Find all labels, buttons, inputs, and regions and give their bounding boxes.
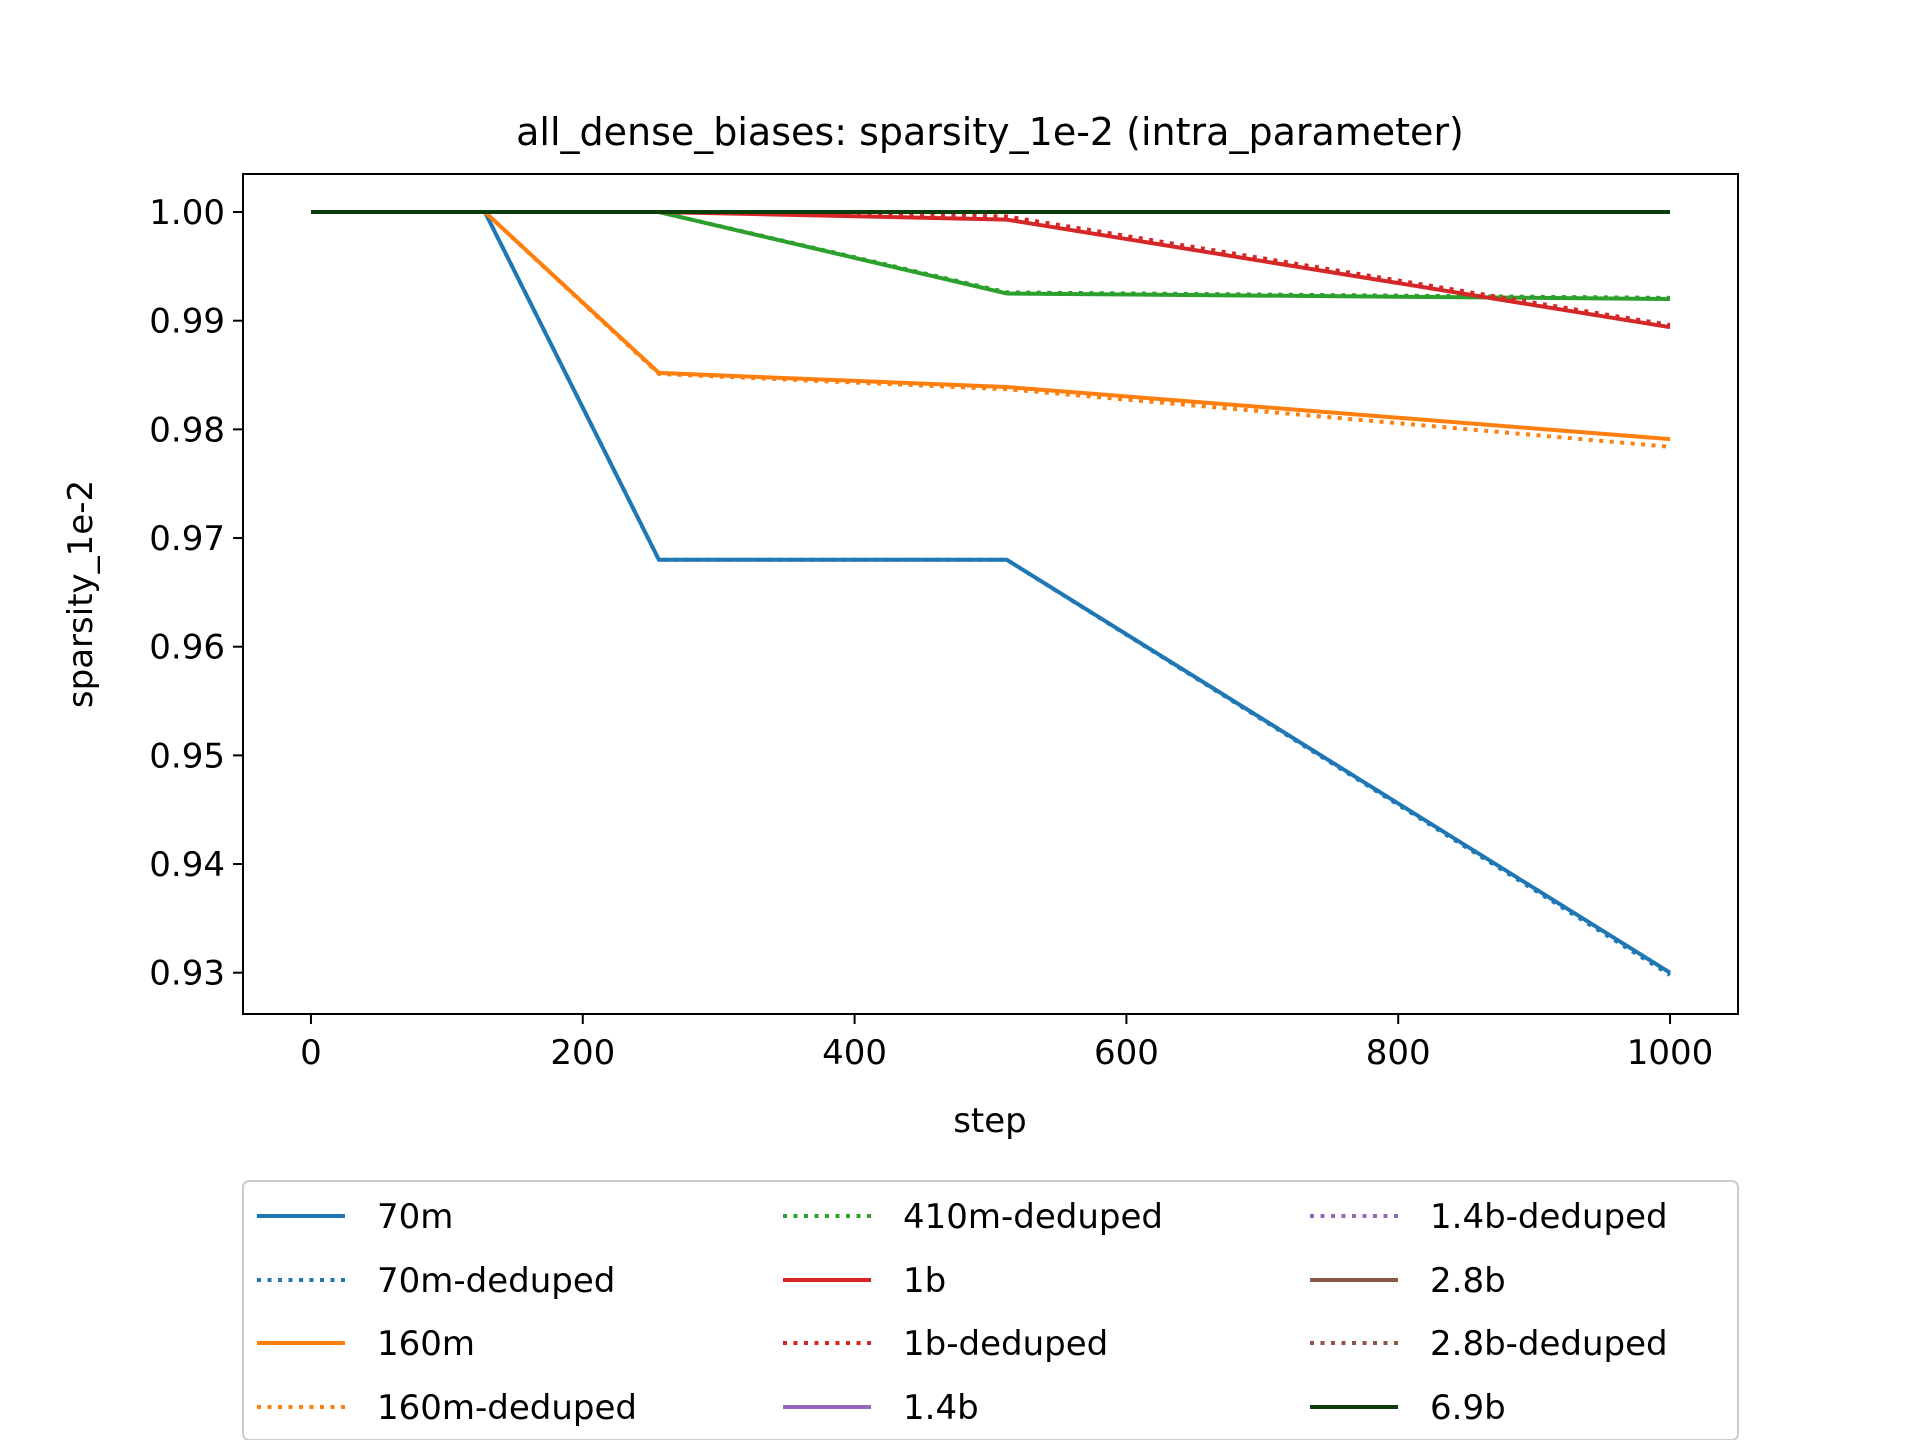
- series-line-160m: [311, 210, 1671, 442]
- y-tick-label: 0.97: [149, 519, 225, 559]
- legend-label-1p4b-deduped: 1.4b-deduped: [1430, 1197, 1668, 1237]
- legend-frame: [242, 1180, 1739, 1440]
- legend-label-6p9b: 6.9b: [1430, 1388, 1506, 1428]
- series-line-410m-deduped: [311, 210, 1671, 300]
- series-line-70m-deduped: [311, 210, 1672, 977]
- plot-area: [311, 210, 1672, 977]
- y-axis-label: sparsity_1e-2: [61, 480, 101, 708]
- legend-label-160m: 160m: [377, 1324, 475, 1364]
- x-tick-label: 400: [822, 1033, 887, 1073]
- chart-title: all_dense_biases: sparsity_1e-2 (intra_p…: [516, 110, 1464, 154]
- x-tick-label: 200: [550, 1033, 615, 1073]
- x-tick-label: 800: [1366, 1033, 1431, 1073]
- legend: 70m 70m-deduped 160m 160m-deduped 410m-dedup…: [242, 1180, 1739, 1440]
- x-axis: 0 200 400 600 800 1000: [300, 1014, 1713, 1073]
- y-tick-label: 0.98: [149, 410, 225, 450]
- series-line-160m-deduped: [311, 210, 1671, 449]
- series-line-410m: [311, 210, 1671, 301]
- legend-label-160m-deduped: 160m-deduped: [377, 1388, 637, 1428]
- legend-label-1b-deduped: 1b-deduped: [903, 1324, 1108, 1364]
- y-tick-label: 0.93: [149, 954, 225, 994]
- legend-label-1p4b: 1.4b: [903, 1388, 979, 1428]
- legend-label-410m-deduped: 410m-deduped: [903, 1197, 1163, 1237]
- x-tick-label: 0: [300, 1033, 322, 1073]
- y-tick-label: 0.96: [149, 628, 225, 668]
- y-tick-label: 0.94: [149, 845, 225, 885]
- legend-label-70m-deduped: 70m-deduped: [377, 1261, 615, 1301]
- plot-frame: [242, 173, 1739, 1015]
- x-tick-label: 1000: [1627, 1033, 1714, 1073]
- legend-label-2p8b: 2.8b: [1430, 1261, 1506, 1301]
- x-tick-label: 600: [1094, 1033, 1159, 1073]
- legend-label-2p8b-deduped: 2.8b-deduped: [1430, 1324, 1668, 1364]
- legend-label-70m: 70m: [377, 1197, 453, 1237]
- y-tick-label: 0.95: [149, 736, 225, 776]
- x-axis-label: step: [953, 1101, 1027, 1141]
- series-line-70m: [311, 210, 1672, 975]
- y-axis: 0.93 0.94 0.95 0.96 0.97 0.98 0.99 1.00: [149, 193, 243, 994]
- y-tick-label: 0.99: [149, 302, 225, 342]
- y-tick-label: 1.00: [149, 193, 225, 233]
- legend-label-1b: 1b: [903, 1261, 946, 1301]
